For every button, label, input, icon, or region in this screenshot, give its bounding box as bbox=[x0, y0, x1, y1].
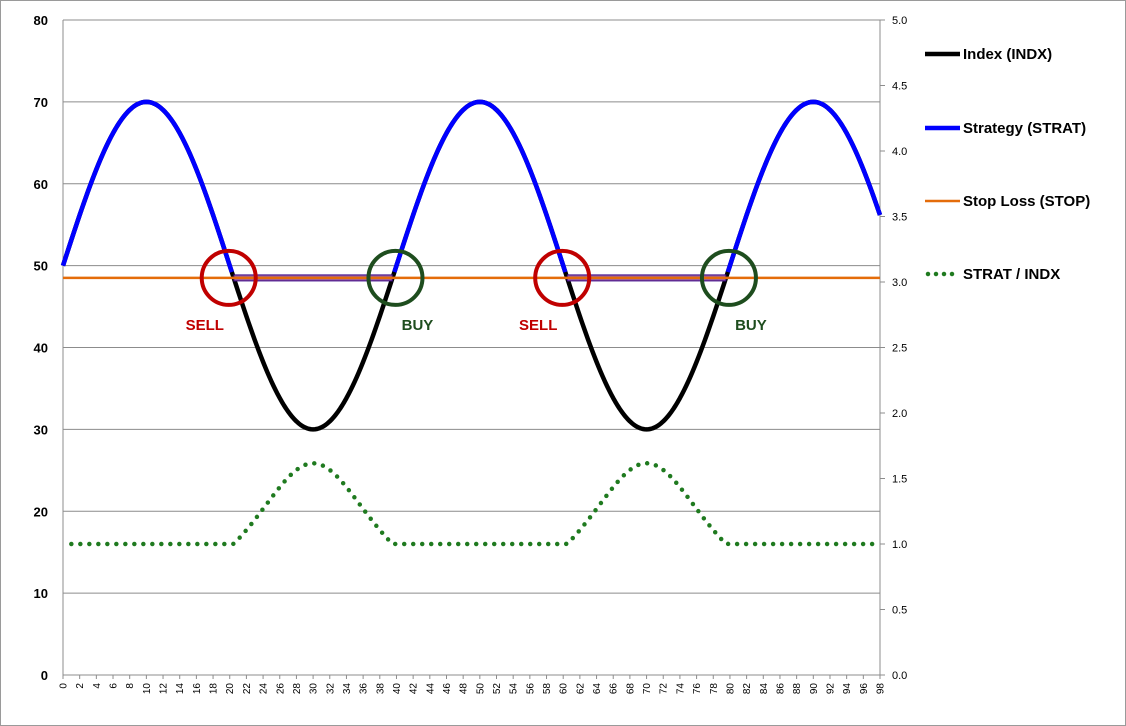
x-tick-label: 38 bbox=[375, 683, 386, 695]
x-tick-label: 36 bbox=[359, 683, 370, 695]
y-right-tick-label: 5.0 bbox=[892, 15, 907, 27]
x-tick-label: 2 bbox=[75, 683, 86, 689]
x-tick-label: 48 bbox=[459, 683, 470, 695]
x-tick-label: 56 bbox=[525, 683, 536, 695]
x-tick-label: 74 bbox=[675, 683, 686, 695]
x-tick-label: 80 bbox=[725, 683, 736, 695]
x-tick-label: 60 bbox=[559, 683, 570, 695]
x-tick-label: 94 bbox=[842, 683, 853, 695]
x-tick-label: 30 bbox=[309, 683, 320, 695]
x-tick-label: 58 bbox=[542, 683, 553, 695]
x-tick-label: 26 bbox=[275, 683, 286, 695]
x-tick-label: 96 bbox=[859, 683, 870, 695]
x-tick-label: 54 bbox=[509, 683, 520, 695]
y-right-tick-label: 4.5 bbox=[892, 81, 907, 93]
x-tick-label: 40 bbox=[392, 683, 403, 695]
y-right-tick-label: 0.5 bbox=[892, 605, 907, 617]
x-tick-label: 68 bbox=[625, 683, 636, 695]
x-tick-label: 12 bbox=[159, 683, 170, 695]
annotation-label: BUY bbox=[735, 317, 767, 334]
legend-label: STRAT / INDX bbox=[963, 266, 1060, 283]
x-tick-label: 82 bbox=[742, 683, 753, 695]
x-tick-label: 50 bbox=[475, 683, 486, 695]
annotation-circle bbox=[533, 248, 592, 307]
x-tick-label: 20 bbox=[225, 683, 236, 695]
annotation-circle bbox=[699, 248, 758, 307]
x-tick-label: 64 bbox=[592, 683, 603, 695]
series-ratio-line bbox=[69, 460, 883, 547]
y-left-tick-label: 10 bbox=[34, 586, 48, 601]
x-tick-label: 86 bbox=[775, 683, 786, 695]
series-strategy-line bbox=[60, 99, 234, 273]
x-tick-label: 16 bbox=[192, 683, 203, 695]
y-left-tick-label: 40 bbox=[34, 341, 48, 356]
x-tick-label: 90 bbox=[809, 683, 820, 695]
annotation-circle bbox=[199, 248, 258, 307]
series-strategy-line bbox=[725, 99, 883, 273]
x-tick-label: 42 bbox=[409, 683, 420, 695]
annotation-circle bbox=[366, 248, 425, 307]
y-right-tick-label: 2.5 bbox=[892, 343, 907, 355]
legend-label: Index (INDX) bbox=[963, 46, 1052, 63]
y-right-tick-label: 1.5 bbox=[892, 474, 907, 486]
x-tick-label: 46 bbox=[442, 683, 453, 695]
y-left-tick-label: 50 bbox=[34, 259, 48, 274]
x-tick-label: 78 bbox=[709, 683, 720, 695]
x-tick-label: 72 bbox=[659, 683, 670, 695]
y-left-tick-label: 20 bbox=[34, 504, 48, 519]
x-tick-label: 24 bbox=[259, 683, 270, 695]
x-tick-label: 28 bbox=[292, 683, 303, 695]
y-right-tick-label: 3.5 bbox=[892, 212, 907, 224]
annotation-label: SELL bbox=[186, 317, 224, 334]
x-tick-label: 76 bbox=[692, 683, 703, 695]
y-right-tick-label: 3.0 bbox=[892, 277, 907, 289]
y-left-tick-label: 0 bbox=[41, 668, 48, 683]
x-tick-label: 88 bbox=[792, 683, 803, 695]
x-tick-label: 44 bbox=[425, 683, 436, 695]
x-tick-label: 18 bbox=[209, 683, 220, 695]
x-tick-label: 6 bbox=[109, 683, 120, 689]
y-left-tick-label: 30 bbox=[34, 422, 48, 437]
x-tick-label: 98 bbox=[876, 683, 887, 695]
y-right-tick-label: 0.0 bbox=[892, 670, 907, 682]
x-tick-label: 66 bbox=[609, 683, 620, 695]
x-tick-label: 0 bbox=[59, 683, 70, 689]
x-tick-label: 22 bbox=[242, 683, 253, 695]
y-left-tick-label: 60 bbox=[34, 177, 48, 192]
x-tick-label: 62 bbox=[575, 683, 586, 695]
annotation-label: SELL bbox=[519, 317, 557, 334]
x-tick-label: 14 bbox=[175, 683, 186, 695]
x-tick-label: 52 bbox=[492, 683, 503, 695]
x-tick-label: 8 bbox=[125, 683, 136, 689]
annotation-label: BUY bbox=[402, 317, 434, 334]
x-tick-label: 84 bbox=[759, 683, 770, 695]
y-right-tick-label: 2.0 bbox=[892, 408, 907, 420]
x-tick-label: 10 bbox=[142, 683, 153, 695]
x-tick-label: 70 bbox=[642, 683, 653, 695]
y-right-tick-label: 4.0 bbox=[892, 146, 907, 158]
y-left-tick-label: 80 bbox=[34, 13, 48, 28]
x-tick-label: 32 bbox=[325, 683, 336, 695]
x-tick-label: 92 bbox=[825, 683, 836, 695]
series-strategy-line bbox=[392, 99, 568, 273]
legend-label: Strategy (STRAT) bbox=[963, 120, 1086, 137]
y-right-tick-label: 1.0 bbox=[892, 539, 907, 551]
legend-label: Stop Loss (STOP) bbox=[963, 193, 1090, 210]
y-left-tick-label: 70 bbox=[34, 95, 48, 110]
x-tick-label: 34 bbox=[342, 683, 353, 695]
x-tick-label: 4 bbox=[92, 683, 103, 689]
